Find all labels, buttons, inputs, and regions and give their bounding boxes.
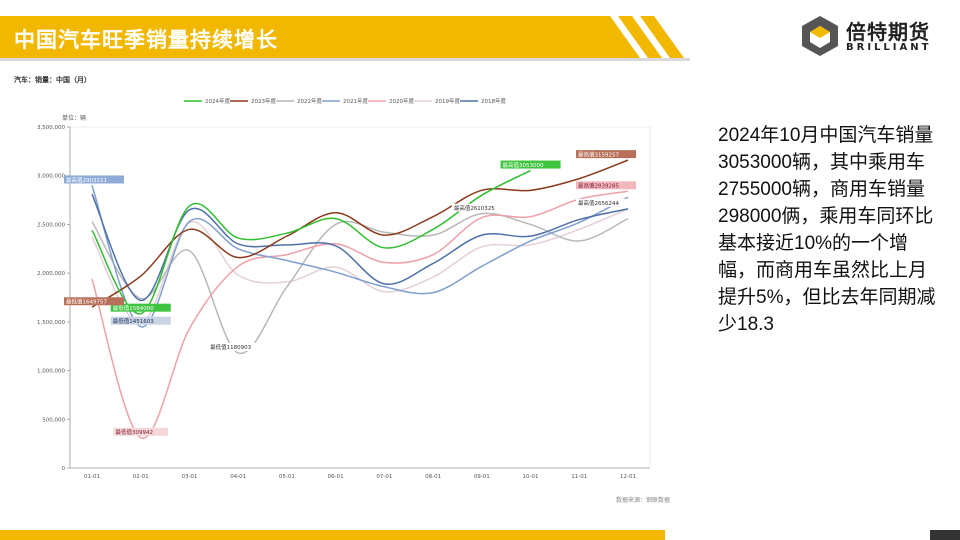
data-label-bg <box>110 303 171 312</box>
legend-label: 2023年度 <box>251 97 276 105</box>
data-label: 最低值1180903 <box>208 342 269 351</box>
y-tick-label: 1,000,000 <box>37 369 65 375</box>
data-label-bg <box>208 342 269 351</box>
data-label-text: 最高值2903221 <box>66 176 107 184</box>
data-source-note: 数据来源：钢联数据 <box>616 496 670 504</box>
y-tick-label: 500,000 <box>42 417 65 423</box>
x-tick-label: 08-01 <box>425 474 441 480</box>
legend-label: 2024年度 <box>205 97 230 105</box>
page-title: 中国汽车旺季销量持续增长 <box>14 28 278 52</box>
legend-label: 2019年度 <box>435 97 460 105</box>
series-line <box>91 169 531 315</box>
data-label: 最低值1451603 <box>110 316 171 325</box>
data-label-text: 最高值3159257 <box>578 150 619 158</box>
legend-label: 2022年度 <box>297 97 322 105</box>
series-line <box>91 185 629 328</box>
legend-item[interactable]: 2018年度 <box>460 97 506 105</box>
legend-label: 2020年度 <box>389 97 414 105</box>
series-line <box>91 159 629 308</box>
data-label-bg <box>64 297 124 306</box>
data-label-bg <box>451 203 512 212</box>
x-tick-label: 06-01 <box>328 474 344 480</box>
chart-legend[interactable]: 2024年度 2023年度 2022年度 2021年度 2020年度 2019年度 2018… <box>184 97 506 105</box>
logo-cn-text: 倍特期货 <box>846 20 930 44</box>
x-tick-label: 03-01 <box>181 474 197 480</box>
x-tick-label: 09-01 <box>474 474 490 480</box>
chart-panel: 汽车：销量：中国（月） 单位：辆 数据来源：钢联数据 0 500,000 1,000… <box>8 70 688 510</box>
legend-item[interactable]: 2019年度 <box>414 97 460 105</box>
y-tick-label: 2,000,000 <box>37 271 65 277</box>
legend-item[interactable]: 2024年度 <box>184 97 230 105</box>
chart-grid: 0 500,000 1,000,000 1,500,000 2,000,000 2,500… <box>37 125 651 480</box>
data-label-text: 最低值1451603 <box>113 317 154 325</box>
series-line <box>91 212 629 354</box>
data-label-text: 最低值1584000 <box>113 304 154 312</box>
data-label-bg <box>110 316 171 325</box>
logo-cube-icon <box>802 16 838 56</box>
x-tick-label: 05-01 <box>279 474 295 480</box>
series-line <box>91 190 629 439</box>
analysis-text: 2024年10月中国汽车销量3053000辆，其中乘用车2755000辆，商用车… <box>718 125 936 335</box>
data-label-bg <box>113 427 168 436</box>
x-tick-label: 01-01 <box>84 474 100 480</box>
title-underline <box>0 58 690 61</box>
data-label-bg <box>576 181 636 190</box>
data-label-bg <box>64 175 124 184</box>
title-bar-shape <box>0 16 684 58</box>
legend-item[interactable]: 2023年度 <box>230 97 276 105</box>
y-axis-unit-label: 单位：辆 <box>62 114 86 122</box>
chart-title: 汽车：销量：中国（月） <box>14 75 91 84</box>
data-label-text: 最高值2656244 <box>578 199 619 207</box>
y-tick-label: 1,500,000 <box>37 320 65 326</box>
data-label-text: 最低值1649757 <box>66 298 107 306</box>
y-tick-label: 3,500,000 <box>37 125 65 131</box>
data-label-text: 最高值2610325 <box>454 204 495 212</box>
bottom-dark-bar <box>930 530 960 540</box>
data-label: 最低值309942 <box>113 427 168 436</box>
brand-logo: 倍特期货 BRILLIANT <box>800 14 950 60</box>
data-label-text: 最低值1180903 <box>210 343 251 351</box>
chart-data-labels: 最高值3053000 最低值1584000 最高值3159257 最低值1649757… <box>64 150 636 436</box>
legend-item[interactable]: 2021年度 <box>322 97 368 105</box>
title-bar: 中国汽车旺季销量持续增长 <box>0 16 690 58</box>
y-tick-label: 3,000,000 <box>37 174 65 180</box>
data-label-bg <box>576 150 636 159</box>
sales-line-chart: 汽车：销量：中国（月） 单位：辆 数据来源：钢联数据 0 500,000 1,000… <box>14 75 670 504</box>
data-label-text: 最高值3053000 <box>503 161 544 169</box>
y-tick-label: 2,500,000 <box>37 222 65 228</box>
series-line <box>91 208 629 325</box>
data-label-bg <box>576 198 636 207</box>
y-tick-label: 0 <box>62 466 66 472</box>
data-label: 最高值2903221 <box>64 175 124 184</box>
legend-item[interactable]: 2022年度 <box>276 97 322 105</box>
data-label: 最高值2839285 <box>576 181 636 190</box>
x-tick-label: 11-01 <box>571 474 587 480</box>
logo-en-text: BRILLIANT <box>846 42 932 53</box>
data-label-text: 最低值309942 <box>116 428 154 436</box>
data-label-text: 最高值2839285 <box>578 182 619 190</box>
legend-label: 2021年度 <box>343 97 368 105</box>
data-label: 最高值2610325 <box>451 203 512 212</box>
x-tick-label: 07-01 <box>376 474 392 480</box>
data-label: 最高值3159257 <box>576 150 636 158</box>
series-line <box>91 193 629 302</box>
data-label-bg <box>500 160 561 169</box>
data-label: 最高值3053000 <box>500 160 561 169</box>
legend-item[interactable]: 2020年度 <box>368 97 414 105</box>
data-label: 最高值2656244 <box>576 198 636 207</box>
x-tick-label: 12-01 <box>620 474 636 480</box>
data-label: 最低值1649757 <box>64 297 124 306</box>
legend-label: 2018年度 <box>481 97 506 105</box>
data-label: 最低值1584000 <box>110 303 171 312</box>
x-tick-label: 10-01 <box>523 474 539 480</box>
bottom-accent-bar <box>0 530 665 540</box>
x-tick-label: 04-01 <box>230 474 246 480</box>
chart-series-lines <box>91 159 629 439</box>
x-tick-label: 02-01 <box>133 474 149 480</box>
